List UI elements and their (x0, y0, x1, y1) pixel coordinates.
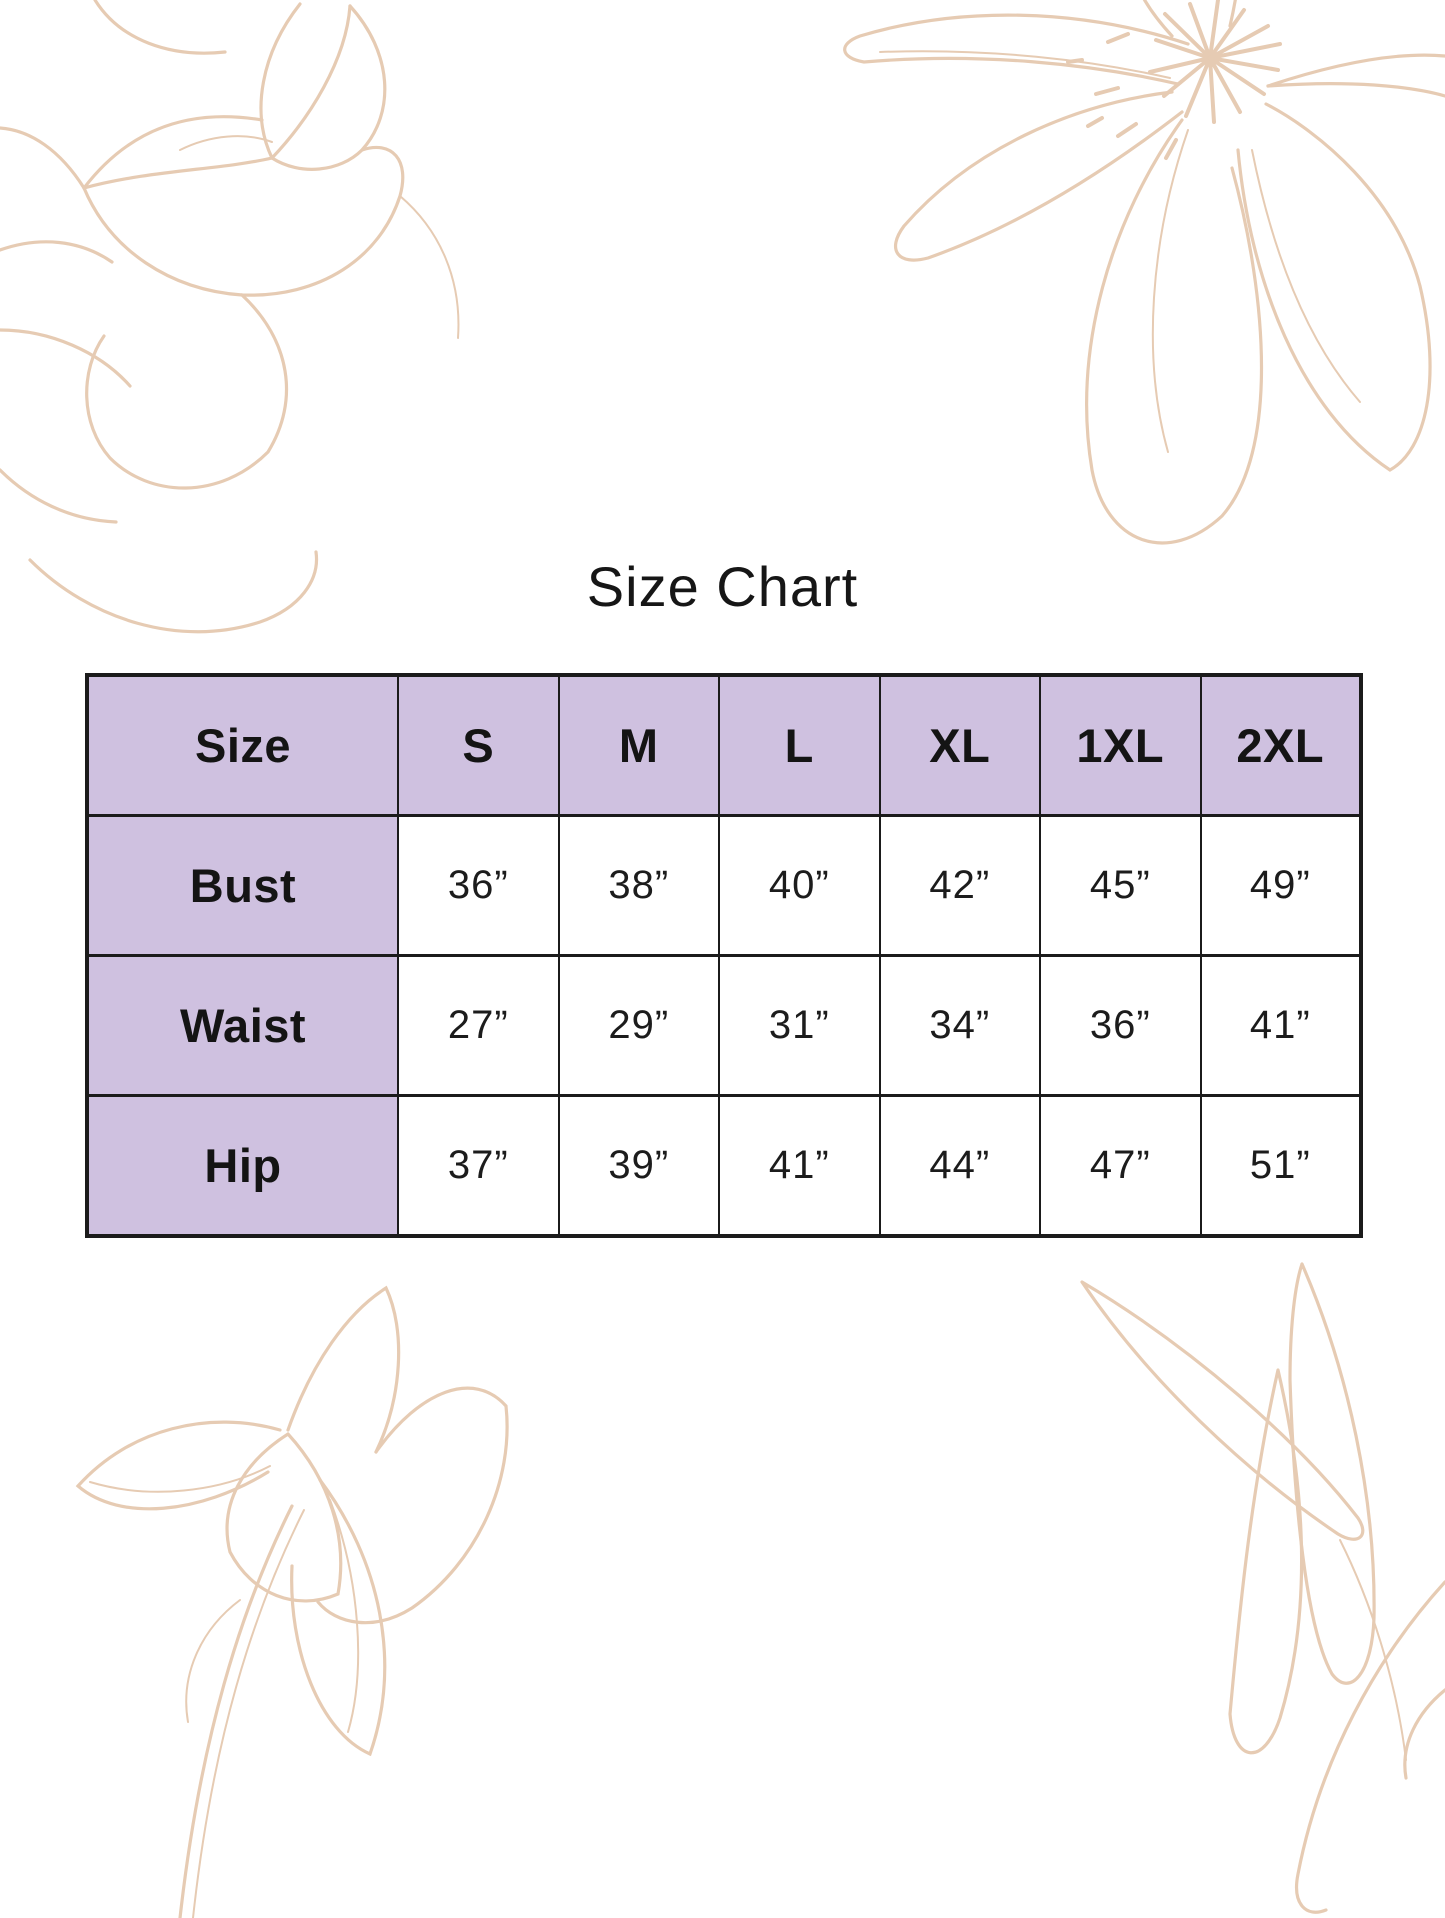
value-cell: 29” (557, 954, 720, 1097)
header-row: Size S M L XL 1XL 2XL (86, 673, 1362, 817)
value-cell: 27” (397, 954, 560, 1097)
table-row-waist: Waist 27” 29” 31” 34” 36” 41” (86, 954, 1362, 1097)
value-cell: 36” (1039, 954, 1202, 1097)
flower-line-art-bottom-left-icon (75, 1285, 509, 1918)
value-cell: 42” (878, 814, 1041, 957)
value-cell: 47” (1039, 1094, 1202, 1238)
column-header-2xl: 2XL (1199, 673, 1362, 817)
row-label-hip: Hip (86, 1094, 399, 1238)
column-header-1xl: 1XL (1039, 673, 1202, 817)
row-label-waist: Waist (86, 954, 399, 1097)
value-cell: 45” (1039, 814, 1202, 957)
value-cell: 37” (397, 1094, 560, 1238)
page-title: Size Chart (586, 555, 859, 618)
flower-line-art-bottom-right-icon (1080, 1262, 1445, 1914)
column-header-l: L (718, 673, 881, 817)
value-cell: 39” (557, 1094, 720, 1238)
table-row-bust: Bust 36” 38” 40” 42” 45” 49” (86, 814, 1362, 957)
value-cell: 34” (878, 954, 1041, 1097)
value-cell: 31” (718, 954, 881, 1097)
column-header-xl: XL (878, 673, 1041, 817)
value-cell: 44” (878, 1094, 1041, 1238)
column-header-s: S (397, 673, 560, 817)
column-header-m: M (557, 673, 720, 817)
value-cell: 36” (397, 814, 560, 957)
value-cell: 51” (1199, 1094, 1362, 1238)
column-header-size: Size (86, 673, 399, 817)
value-cell: 38” (557, 814, 720, 957)
value-cell: 40” (718, 814, 881, 957)
size-chart-table: Size S M L XL 1XL 2XL Bust 36” 38” 40” 4… (85, 673, 1363, 1238)
value-cell: 49” (1199, 814, 1362, 957)
table-row-hip: Hip 37” 39” 41” 44” 47” 51” (86, 1094, 1362, 1238)
value-cell: 41” (718, 1094, 881, 1238)
row-label-bust: Bust (86, 814, 399, 957)
value-cell: 41” (1199, 954, 1362, 1097)
